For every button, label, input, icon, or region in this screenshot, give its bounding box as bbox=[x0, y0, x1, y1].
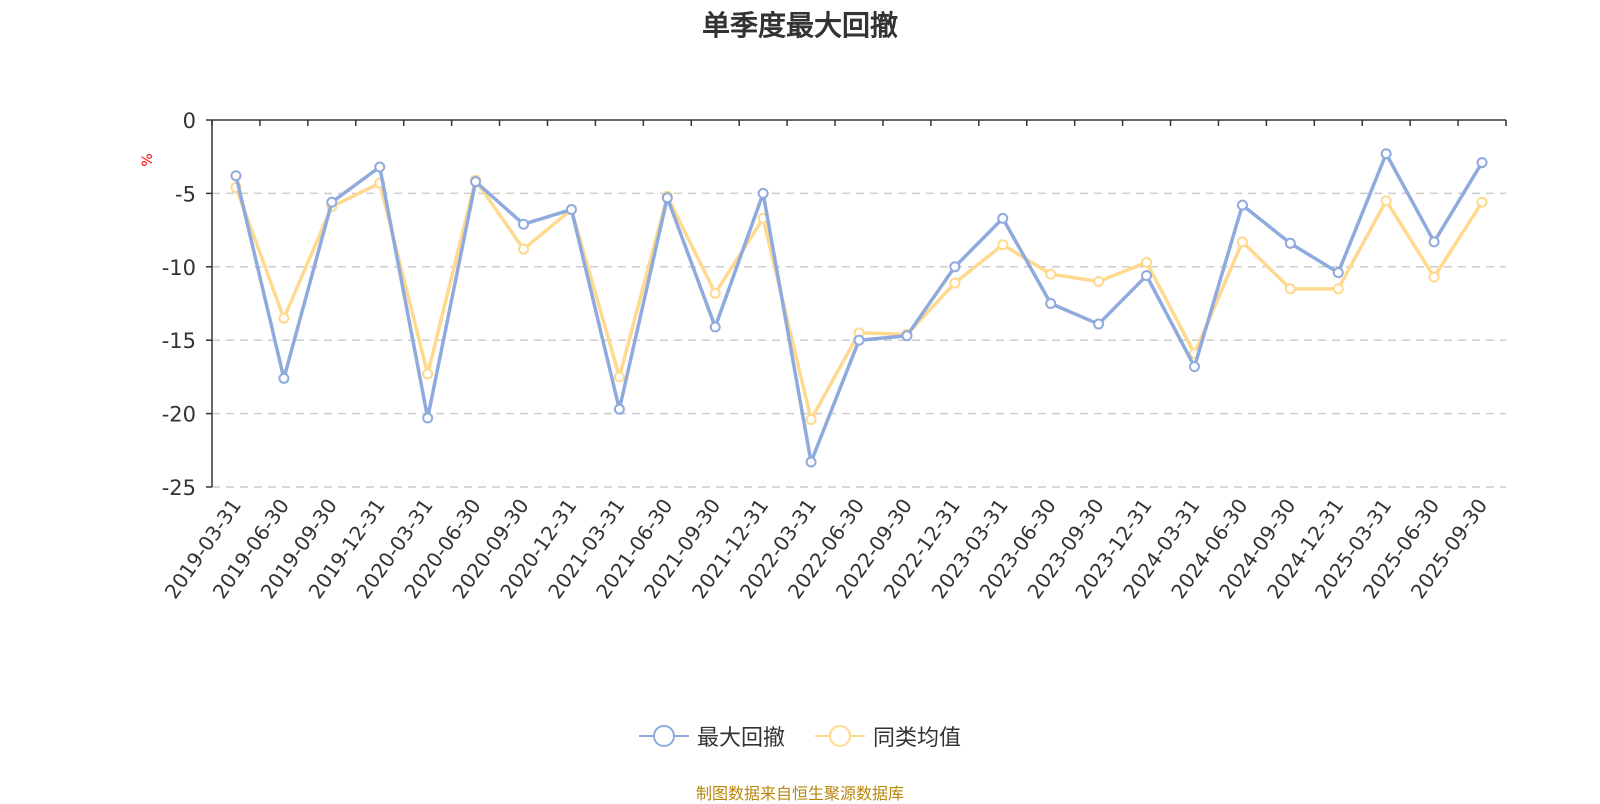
legend-marker-icon bbox=[638, 725, 689, 747]
y-tick-label: -25 bbox=[162, 476, 196, 500]
y-tick-label: -5 bbox=[175, 182, 196, 206]
data-point bbox=[949, 277, 961, 289]
data-point bbox=[1332, 283, 1344, 295]
data-point bbox=[613, 371, 625, 383]
data-point bbox=[613, 403, 625, 415]
axes: 0-5-10-15-20-252019-03-312019-06-302019-… bbox=[160, 109, 1507, 603]
data-point bbox=[1284, 237, 1296, 249]
data-point bbox=[278, 372, 290, 384]
data-point bbox=[661, 192, 673, 204]
data-point bbox=[1380, 195, 1392, 207]
legend-label: 最大回撤 bbox=[696, 726, 785, 751]
data-point bbox=[1236, 199, 1248, 211]
series-2 bbox=[230, 174, 1488, 425]
data-point bbox=[422, 412, 434, 424]
y-tick-label: -10 bbox=[162, 256, 196, 280]
y-tick-label: -15 bbox=[162, 329, 196, 353]
data-point bbox=[1045, 298, 1057, 309]
legend: 最大回撤 同类均值 bbox=[0, 720, 1600, 752]
data-point bbox=[1380, 148, 1392, 160]
data-point bbox=[1428, 236, 1440, 248]
y-tick-label: 0 bbox=[183, 109, 196, 133]
data-point bbox=[805, 456, 817, 468]
data-point bbox=[1093, 318, 1105, 330]
legend-marker-icon bbox=[815, 725, 865, 747]
series bbox=[230, 148, 1488, 468]
data-point bbox=[1428, 271, 1440, 283]
data-point bbox=[949, 261, 961, 273]
data-point bbox=[1045, 268, 1057, 280]
source-note: 制图数据来自恒生聚源数据库 bbox=[695, 784, 904, 803]
data-point bbox=[1141, 270, 1153, 282]
data-point bbox=[518, 218, 530, 230]
data-point bbox=[1236, 236, 1248, 248]
data-point bbox=[1141, 256, 1153, 268]
data-point bbox=[1284, 283, 1296, 295]
data-point bbox=[757, 187, 769, 199]
data-point bbox=[518, 243, 530, 255]
legend-item[interactable]: 最大回撤 bbox=[638, 720, 785, 752]
y-axis-label: % bbox=[140, 153, 156, 166]
data-point bbox=[326, 196, 338, 208]
data-point bbox=[1332, 267, 1344, 279]
data-point bbox=[1476, 157, 1488, 169]
data-point bbox=[230, 170, 242, 182]
data-point bbox=[422, 368, 434, 380]
data-point bbox=[470, 176, 482, 188]
data-point bbox=[805, 413, 817, 425]
data-point bbox=[853, 334, 865, 346]
data-point bbox=[997, 212, 1009, 224]
data-point bbox=[565, 204, 577, 216]
y-tick-label: -20 bbox=[162, 403, 196, 427]
data-point bbox=[1188, 361, 1200, 373]
chart-title: 单季度最大回撤 bbox=[701, 9, 898, 42]
data-point bbox=[709, 321, 721, 333]
data-point bbox=[997, 239, 1009, 251]
legend-label: 同类均值 bbox=[873, 726, 962, 751]
data-point bbox=[901, 330, 913, 342]
data-point bbox=[1093, 275, 1105, 287]
data-point bbox=[278, 312, 290, 324]
legend-item[interactable]: 同类均值 bbox=[815, 720, 961, 752]
data-point bbox=[709, 287, 721, 299]
data-point bbox=[1476, 196, 1488, 208]
series-1 bbox=[230, 148, 1488, 468]
data-point bbox=[374, 161, 386, 173]
